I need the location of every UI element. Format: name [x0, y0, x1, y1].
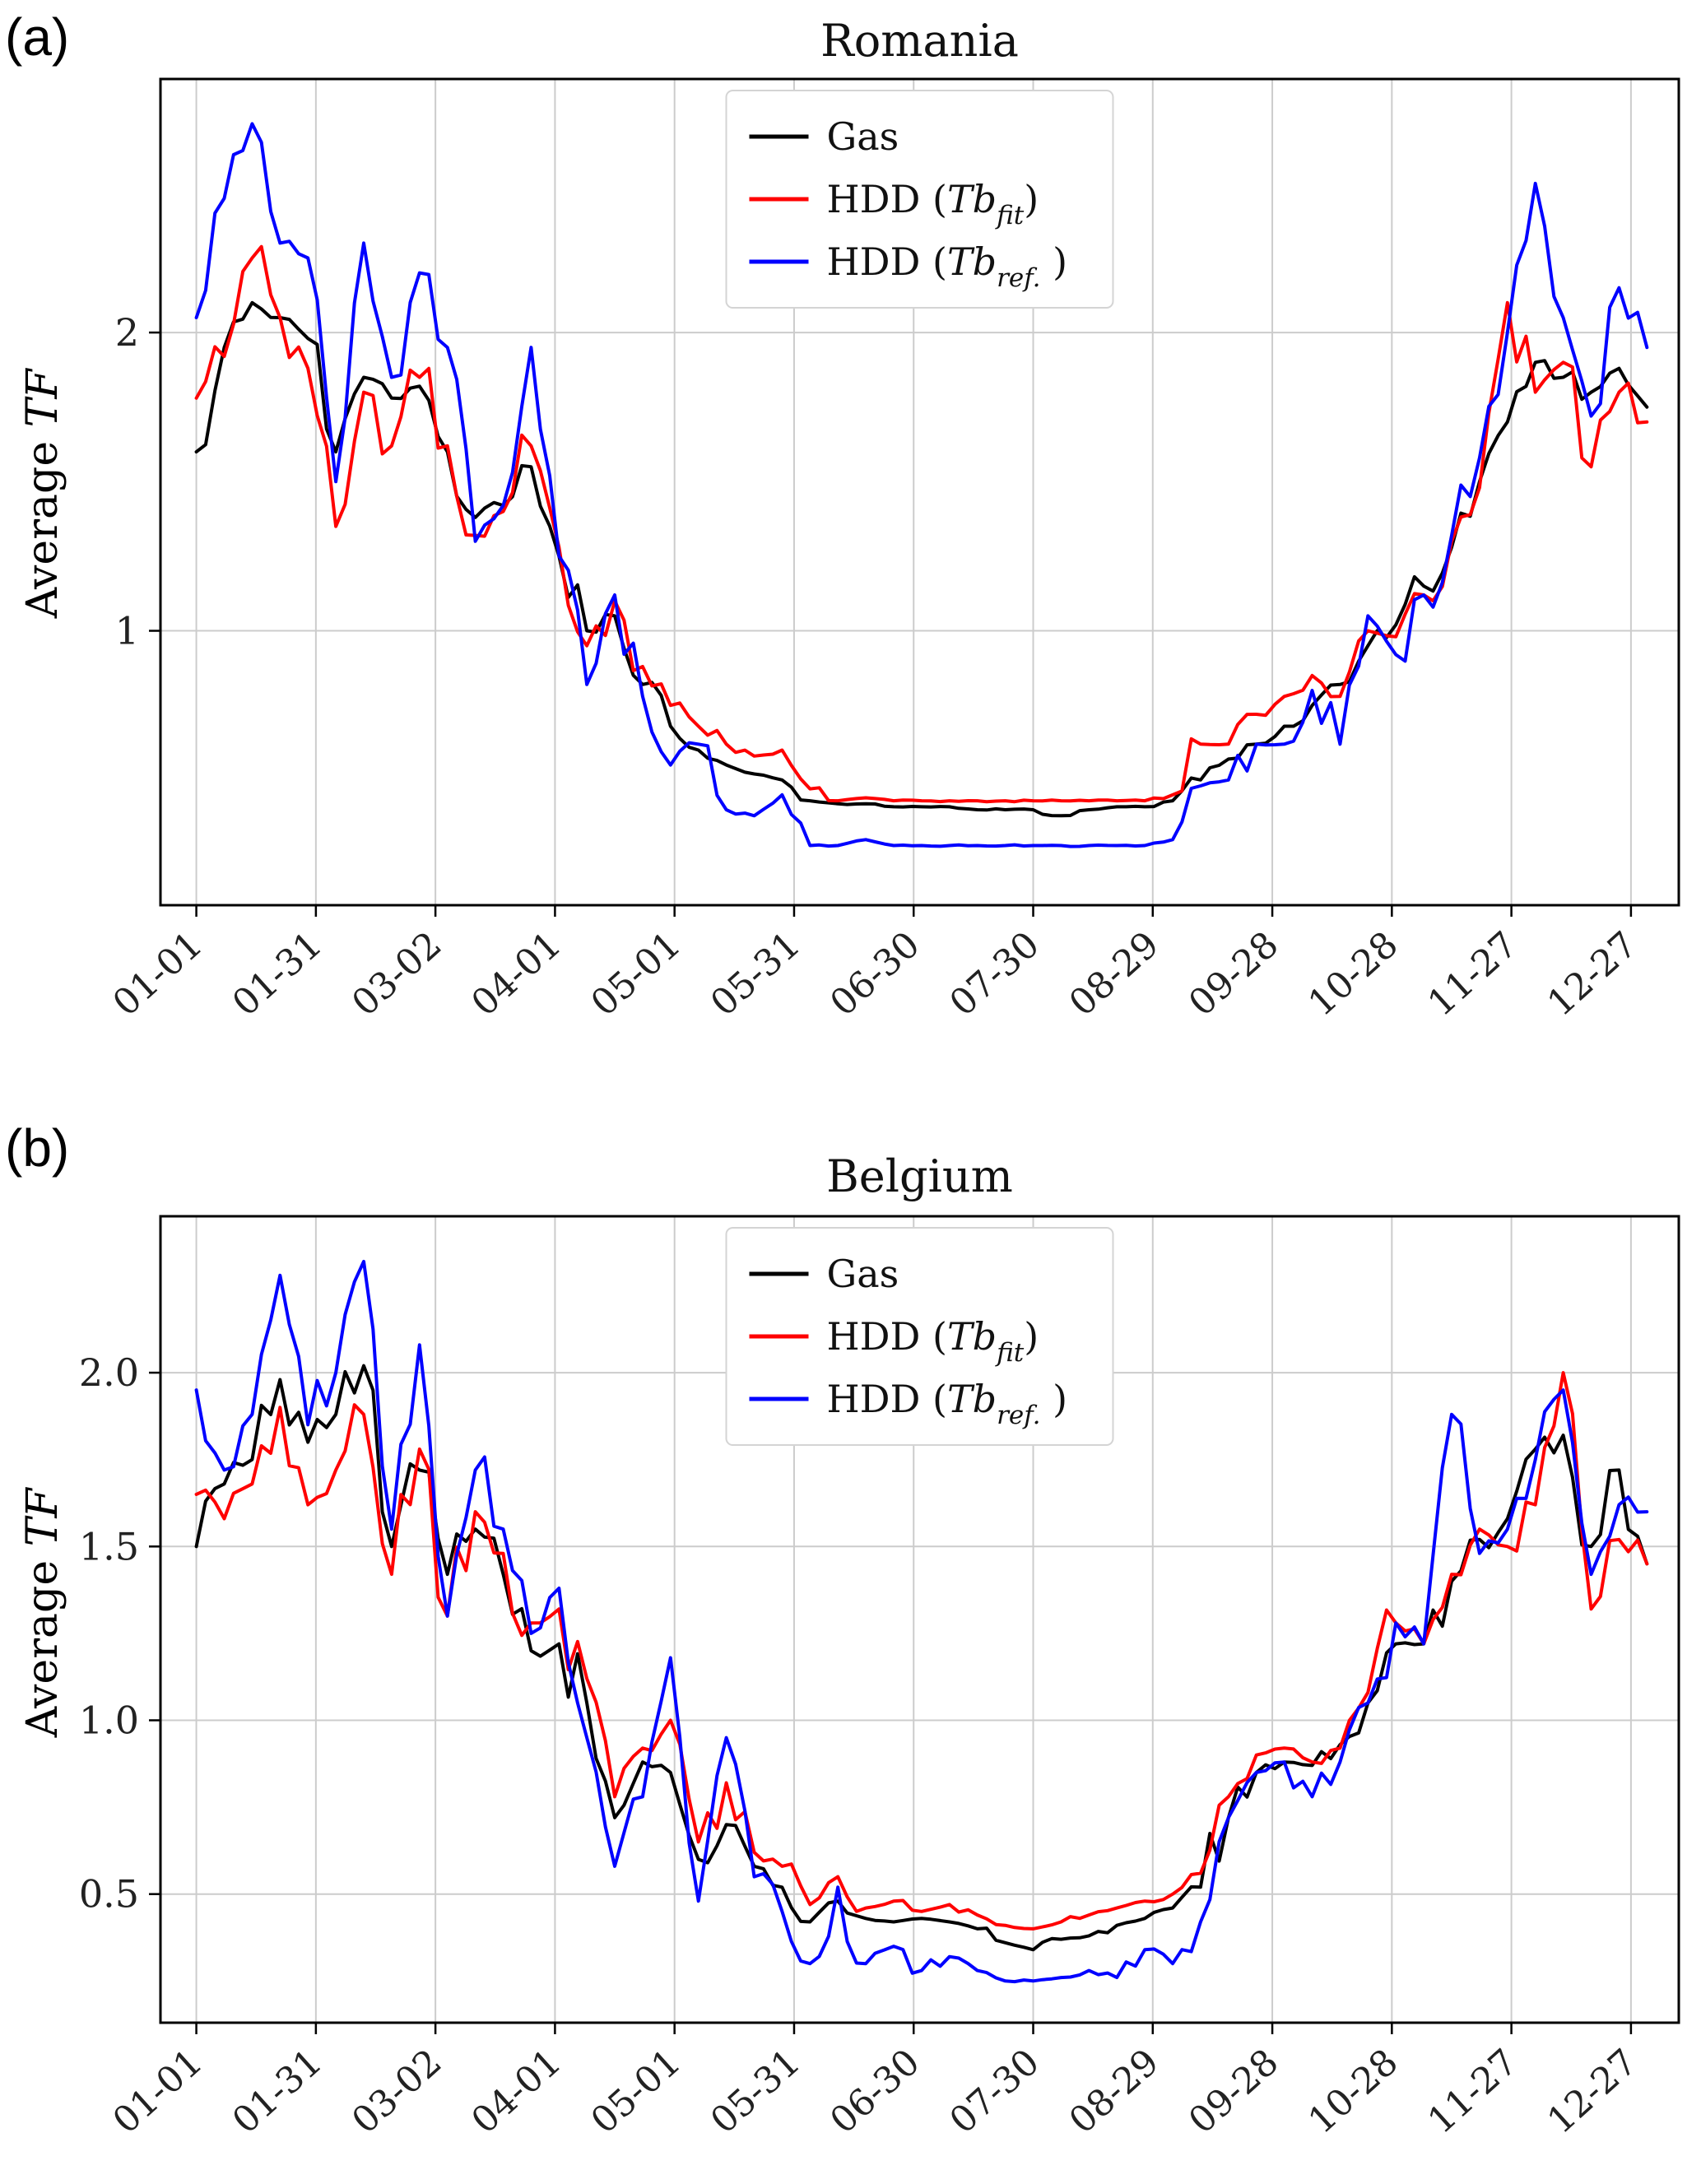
legend-label: HDD (Tbref. )	[827, 239, 1068, 293]
x-tick-label: 04-01	[463, 2041, 569, 2142]
x-tick-label: 07-30	[941, 923, 1047, 1025]
x-tick-label: 11-27	[1420, 2041, 1526, 2142]
series-line-gas	[194, 300, 1649, 818]
series-group-a	[194, 122, 1649, 848]
legend-label: HDD (Tbref. )	[827, 1377, 1068, 1430]
panel-label-a: (a)	[5, 7, 70, 67]
x-tick-label: 12-27	[1540, 923, 1645, 1025]
x-tick-label: 01-31	[225, 923, 330, 1025]
series-line-hdd-tb-fit	[194, 1371, 1649, 1931]
panel-label-b: (b)	[5, 1118, 70, 1178]
legend-label: Gas	[827, 1252, 899, 1296]
legend-b: Gas HDD (Tbfit) HDD (Tbref. )	[725, 1227, 1114, 1446]
series-line-hdd-tb-ref	[194, 1259, 1649, 1984]
plot-border-b	[159, 1215, 1680, 2024]
chart-b: 01-01 01-31 03-02 04-01 05-01 05-31 06-30 07-30…	[79, 1215, 1680, 2142]
chart-a: 01-01 01-31 03-02 04-01 05-01 05-31 06-30 07-30…	[105, 77, 1680, 1025]
chart-title-belgium: Belgium	[826, 1150, 1013, 1202]
x-tick-label: 06-30	[822, 923, 927, 1025]
x-tick-label: 09-28	[1181, 2041, 1286, 2142]
x-tick-label: 09-28	[1181, 923, 1286, 1025]
legend-a: Gas HDD (Tbfit) HDD (Tbref. )	[725, 90, 1114, 309]
x-tick-label: 06-30	[822, 2041, 927, 2142]
x-tick-label: 07-30	[941, 2041, 1047, 2142]
legend-box	[725, 1227, 1114, 1446]
legend-label: Gas	[827, 114, 899, 159]
y-tick-label: 0.5	[79, 1872, 139, 1917]
y-tick-label: 1.0	[79, 1698, 139, 1743]
series-line-gas	[194, 1364, 1649, 1952]
x-tick-label: 05-01	[583, 923, 689, 1025]
x-tick-label: 10-28	[1300, 2041, 1406, 2142]
y-tick-label: 1	[115, 609, 139, 653]
y-tick-label: 1.5	[79, 1524, 139, 1568]
chart-title-romania: Romania	[820, 15, 1019, 67]
plot-border-a	[159, 77, 1680, 907]
x-tick-label: 12-27	[1540, 2041, 1645, 2142]
y-tick-label: 2	[115, 310, 139, 355]
axes-a: 01-01 01-31 03-02 04-01 05-01 05-31 06-30 07-30…	[105, 310, 1646, 1025]
y-tick-label: 2.0	[79, 1350, 139, 1395]
x-tick-label: 03-02	[344, 923, 449, 1025]
x-tick-label: 05-01	[583, 2041, 689, 2142]
x-tick-label: 11-27	[1420, 923, 1526, 1025]
x-tick-label: 04-01	[463, 923, 569, 1025]
x-tick-label: 08-29	[1062, 923, 1167, 1025]
legend-label: HDD (Tbfit)	[827, 1314, 1039, 1368]
x-tick-label: 05-31	[703, 2041, 808, 2142]
series-line-hdd-tb-fit	[194, 244, 1649, 804]
x-tick-label: 01-31	[225, 2041, 330, 2142]
x-tick-label: 01-01	[105, 923, 211, 1025]
x-tick-label: 08-29	[1062, 2041, 1167, 2142]
series-line-hdd-tb-ref	[194, 122, 1649, 848]
series-group-b	[194, 1259, 1649, 1984]
x-tick-label: 03-02	[344, 2041, 449, 2142]
x-tick-label: 01-01	[105, 2041, 211, 2142]
x-tick-label: 05-31	[703, 923, 808, 1025]
grid-a	[160, 79, 1679, 905]
grid-b	[160, 1216, 1679, 2023]
x-tick-label: 10-28	[1300, 923, 1406, 1025]
legend-box	[725, 90, 1114, 309]
legend-label: HDD (Tbfit)	[827, 177, 1039, 230]
